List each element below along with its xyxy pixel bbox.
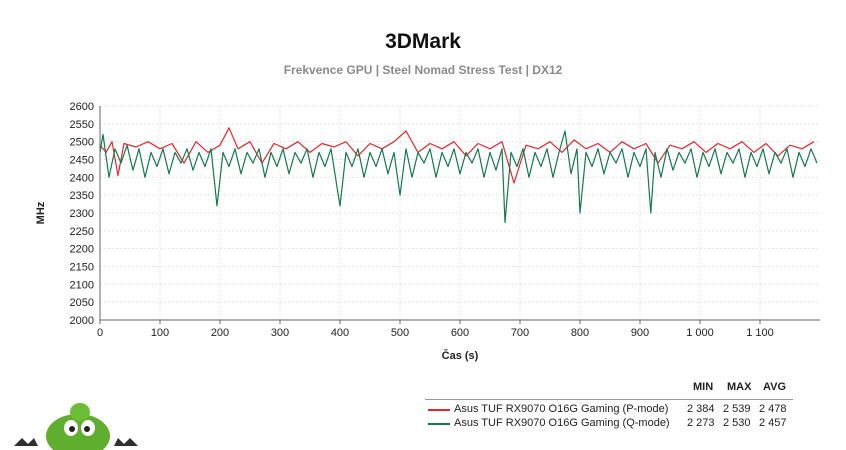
y-tick-label: 2000 xyxy=(70,315,94,327)
legend-header: MIN MAX AVG xyxy=(425,381,805,397)
y-tick-label: 2500 xyxy=(70,137,94,149)
x-tick-label: 700 xyxy=(511,327,529,339)
y-tick-label: 2450 xyxy=(70,155,94,167)
mascot-logo xyxy=(14,403,138,450)
y-tick-label: 2600 xyxy=(70,101,94,113)
tick-labels: 2000205021002150220022502300235024002450… xyxy=(70,101,774,339)
x-tick-label: 900 xyxy=(631,327,649,339)
legend-divider xyxy=(425,399,793,400)
y-tick-label: 2300 xyxy=(70,208,94,220)
x-tick-label: 300 xyxy=(271,327,289,339)
legend-label-p-mode: Asus TUF RX9070 O16G Gaming (P-mode) xyxy=(454,403,669,415)
y-tick-label: 2250 xyxy=(70,226,94,238)
legend-max-p-mode: 2 539 xyxy=(723,403,751,415)
legend-header-max: MAX xyxy=(727,381,752,393)
y-tick-label: 2400 xyxy=(70,172,94,184)
x-tick-label: 1 100 xyxy=(746,327,774,339)
x-tick-label: 1 000 xyxy=(686,327,714,339)
mascot-right-hand xyxy=(114,438,138,446)
series-layer xyxy=(99,127,818,224)
legend: MIN MAX AVG Asus TUF RX9070 O16G Gaming … xyxy=(425,381,805,431)
y-tick-label: 2100 xyxy=(70,279,94,291)
legend-row-q-mode: Asus TUF RX9070 O16G Gaming (Q-mode) 2 2… xyxy=(425,417,805,431)
legend-avg-p-mode: 2 478 xyxy=(759,403,787,415)
chart-subtitle: Frekvence GPU | Steel Nomad Stress Test … xyxy=(283,63,563,77)
legend-header-avg: AVG xyxy=(763,381,787,393)
mascot-pupil-left xyxy=(69,426,75,432)
legend-min-p-mode: 2 384 xyxy=(687,403,715,415)
legend-max-q-mode: 2 530 xyxy=(723,417,751,429)
x-tick-label: 0 xyxy=(97,327,103,339)
y-tick-label: 2150 xyxy=(70,262,94,274)
legend-avg-q-mode: 2 457 xyxy=(759,417,787,429)
y-tick-label: 2350 xyxy=(70,190,94,202)
series-line-q-mode xyxy=(99,130,818,224)
y-tick-label: 2050 xyxy=(70,297,94,309)
y-tick-label: 2550 xyxy=(70,119,94,131)
x-tick-label: 500 xyxy=(391,327,409,339)
legend-label-q-mode: Asus TUF RX9070 O16G Gaming (Q-mode) xyxy=(454,417,670,429)
x-tick-label: 200 xyxy=(211,327,229,339)
series-line-p-mode xyxy=(99,127,815,184)
y-axis-title: MHz xyxy=(35,201,47,224)
x-tick-label: 100 xyxy=(151,327,169,339)
mascot-head-top xyxy=(70,403,90,421)
chart-title: 3DMark xyxy=(385,30,461,53)
y-tick-label: 2200 xyxy=(70,244,94,256)
line-chart: 2000205021002150220022502300235024002450… xyxy=(35,101,820,362)
legend-row-p-mode: Asus TUF RX9070 O16G Gaming (P-mode) 2 3… xyxy=(425,403,805,417)
x-tick-label: 800 xyxy=(571,327,589,339)
mascot-body xyxy=(46,414,110,450)
legend-header-min: MIN xyxy=(693,381,714,393)
x-tick-label: 400 xyxy=(331,327,349,339)
legend-swatch-q-mode xyxy=(428,423,450,425)
x-axis-title: Čas (s) xyxy=(442,349,479,362)
mascot-left-hand xyxy=(14,438,38,446)
mascot-pupil-right xyxy=(84,426,90,432)
legend-swatch-p-mode xyxy=(428,409,450,411)
grid-lines xyxy=(99,105,820,321)
x-tick-label: 600 xyxy=(451,327,469,339)
legend-min-q-mode: 2 273 xyxy=(687,417,715,429)
